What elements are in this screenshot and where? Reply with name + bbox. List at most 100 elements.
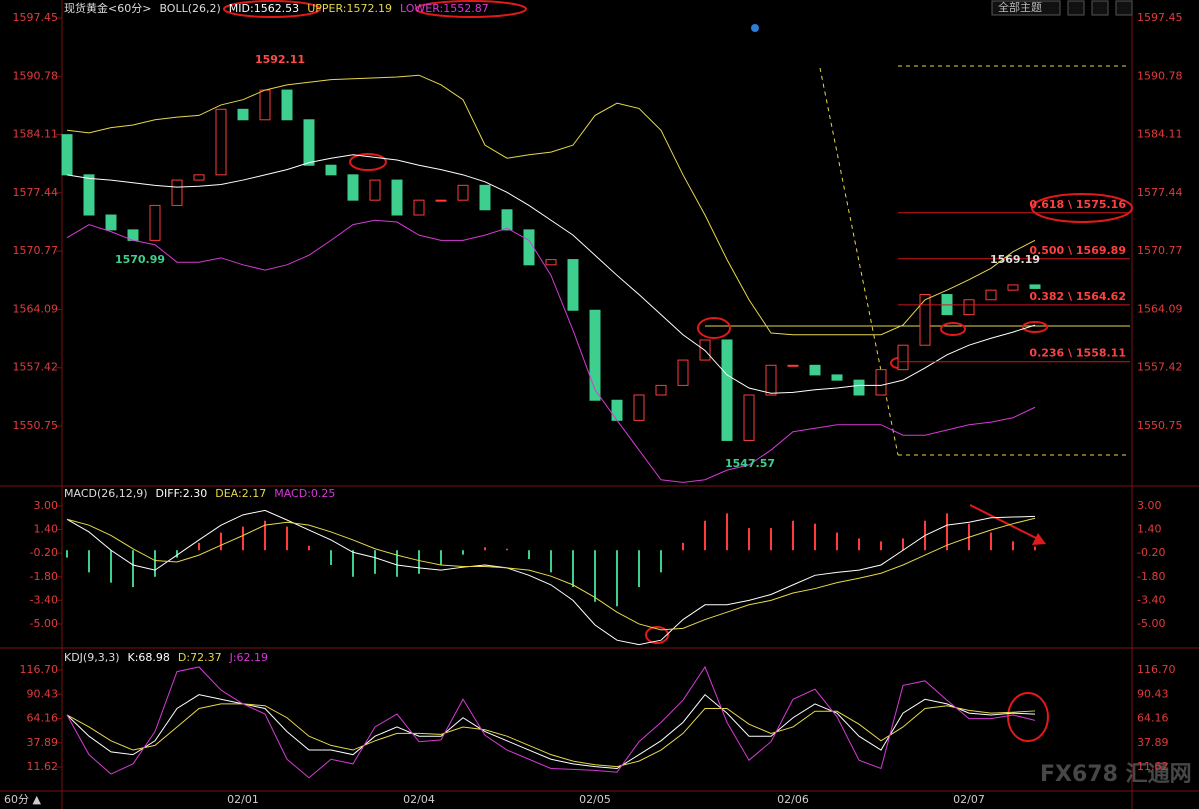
legend-entry: K:68.98 <box>128 651 170 664</box>
series-line <box>66 517 1036 631</box>
series-line <box>66 693 1036 770</box>
watermark: FX678 汇通网 <box>1040 762 1192 787</box>
legend-entry: MACD:0.25 <box>274 487 335 500</box>
candle <box>875 369 887 396</box>
candle <box>853 379 865 396</box>
series-line <box>66 154 1036 394</box>
candle <box>215 108 227 176</box>
y-tick-label-right: 64.16 <box>1137 712 1169 725</box>
y-tick-label: -3.40 <box>30 593 58 606</box>
x-tick-label: 02/05 <box>579 793 611 806</box>
candle <box>259 89 271 121</box>
panel-title: MACD(26,12,9) <box>64 487 148 500</box>
y-tick-label-right: -5.00 <box>1137 617 1165 630</box>
candle <box>171 179 183 206</box>
candle <box>61 134 73 176</box>
price-annotation: 1570.99 <box>115 253 165 266</box>
y-tick-label: 1564.09 <box>13 302 59 315</box>
legend-entry: DEA:2.17 <box>215 487 266 500</box>
price-annotation: 1592.11 <box>255 53 305 66</box>
y-tick-label: -1.80 <box>30 570 58 583</box>
candle <box>369 179 381 201</box>
window-button[interactable] <box>1115 0 1133 16</box>
y-tick-label: 37.89 <box>27 736 59 749</box>
legend-entry: MID:1562.53 <box>229 2 299 15</box>
panel-title: 现货黄金<60分> <box>64 1 151 15</box>
x-tick-label: 02/04 <box>403 793 435 806</box>
candle <box>501 209 513 231</box>
y-tick-label-right: 1564.09 <box>1137 302 1183 315</box>
y-tick-label-right: 1584.11 <box>1137 128 1183 141</box>
candle <box>633 394 645 421</box>
candle <box>479 184 491 211</box>
candle <box>83 174 95 216</box>
series-line <box>66 703 1036 768</box>
y-tick-label-right: 1597.45 <box>1137 11 1183 24</box>
y-tick-label: -0.20 <box>30 546 58 559</box>
y-tick-label: 1550.75 <box>13 419 59 432</box>
series-line <box>66 219 1036 483</box>
candle <box>677 359 689 386</box>
x-tick-label: 02/06 <box>777 793 809 806</box>
candle <box>765 364 777 396</box>
theme-button-label[interactable]: 全部主题 <box>998 0 1042 14</box>
panel-title: KDJ(9,3,3) <box>64 651 120 664</box>
y-tick-label-right: -1.80 <box>1137 570 1165 583</box>
price-annotation: 1547.57 <box>725 457 775 470</box>
candle <box>347 174 359 201</box>
y-tick-label: 1597.45 <box>13 11 59 24</box>
candle <box>787 364 799 367</box>
series-line <box>66 74 1036 336</box>
legend-entry: D:72.37 <box>178 651 222 664</box>
y-tick-label: 1590.78 <box>13 69 59 82</box>
y-tick-label: 116.70 <box>20 663 59 676</box>
marker-dot <box>751 24 759 32</box>
y-tick-label-right: 1590.78 <box>1137 69 1183 82</box>
y-tick-label-right: 90.43 <box>1137 687 1169 700</box>
y-tick-label-right: 1570.77 <box>1137 244 1183 257</box>
candle <box>655 384 667 396</box>
y-tick-label: 1570.77 <box>13 244 59 257</box>
y-tick-label-right: -3.40 <box>1137 593 1165 606</box>
candle <box>435 199 447 202</box>
fib-label: 0.382 \ 1564.62 <box>1029 290 1126 303</box>
y-tick-label: 3.00 <box>34 499 59 512</box>
y-tick-label: 64.16 <box>27 712 59 725</box>
y-tick-label-right: 1557.42 <box>1137 361 1183 374</box>
y-tick-label: 1.40 <box>34 523 59 536</box>
fib-label: 0.236 \ 1558.11 <box>1029 347 1126 360</box>
candle <box>105 214 117 231</box>
price-annotation: 1569.19 <box>990 253 1040 266</box>
window-button[interactable] <box>1067 0 1085 16</box>
candle <box>391 179 403 216</box>
y-tick-label-right: 116.70 <box>1137 663 1176 676</box>
candle <box>985 289 997 301</box>
candle <box>589 309 601 401</box>
y-tick-label-right: 3.00 <box>1137 499 1162 512</box>
candle <box>149 204 161 241</box>
candle <box>325 164 337 176</box>
y-tick-label-right: 1577.44 <box>1137 186 1183 199</box>
candle <box>523 229 535 266</box>
y-tick-label: 1557.42 <box>13 361 59 374</box>
window-button[interactable] <box>1091 0 1109 16</box>
period-label[interactable]: 60分 ▲ <box>4 793 41 806</box>
candle <box>567 259 579 311</box>
y-tick-label: -5.00 <box>30 617 58 630</box>
candle <box>831 374 843 381</box>
candle <box>1029 284 1041 289</box>
y-tick-label-right: 1.40 <box>1137 523 1162 536</box>
candle <box>237 108 249 121</box>
series-line <box>66 509 1036 646</box>
candle <box>919 294 931 346</box>
x-tick-label: 02/01 <box>227 793 259 806</box>
candle <box>545 259 557 266</box>
theme-button[interactable] <box>991 0 1061 16</box>
candle <box>721 339 733 441</box>
series-line <box>66 665 1036 779</box>
y-tick-label: 90.43 <box>27 687 59 700</box>
fib-label: 0.500 \ 1569.89 <box>1029 244 1126 257</box>
y-tick-label: 1584.11 <box>13 128 59 141</box>
